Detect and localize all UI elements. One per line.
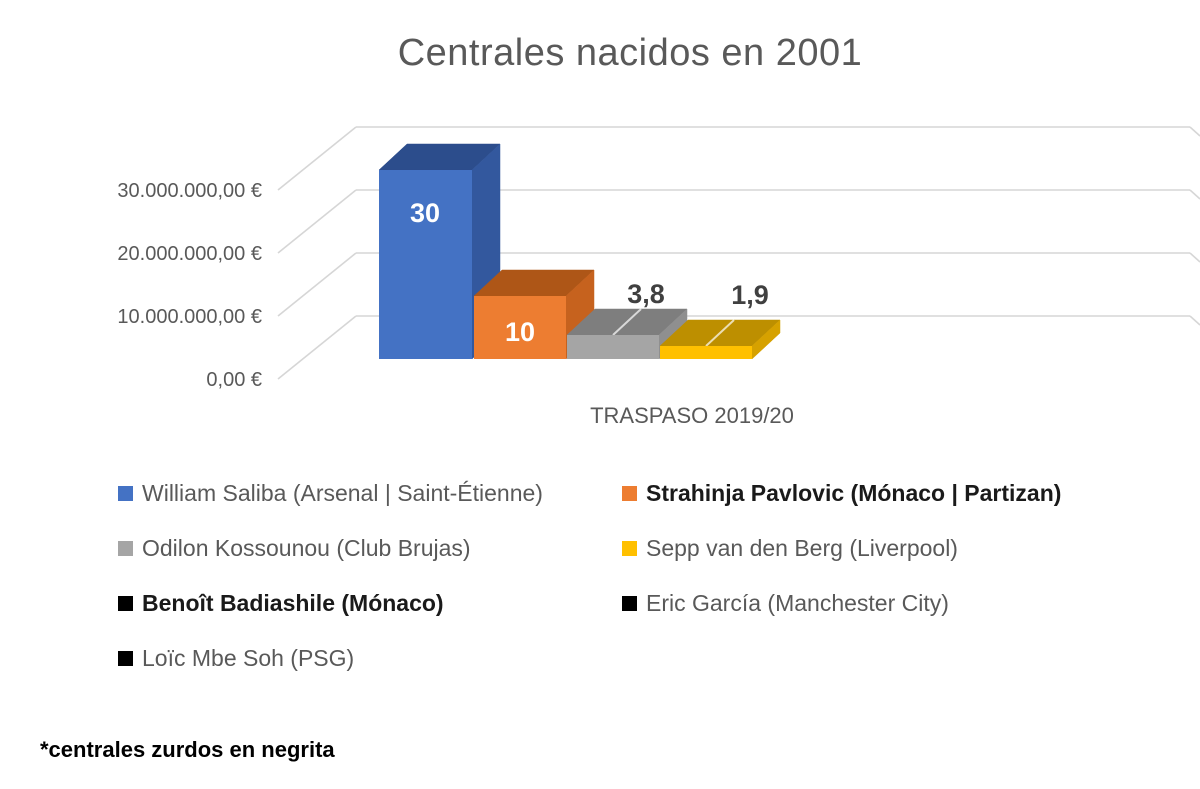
gridline-depth-30m xyxy=(277,126,357,191)
bar-saliba-front xyxy=(379,170,472,359)
bar-vandenberg-front xyxy=(660,346,752,359)
chart-title: Centrales nacidos en 2001 xyxy=(397,32,863,74)
y-tick-0: 0,00 € xyxy=(206,369,262,391)
bar-vandenberg: 1,9 xyxy=(659,280,781,360)
legend-label-vandenberg: Sepp van den Berg (Liverpool) xyxy=(646,535,958,561)
legend-swatch-kossounou-icon xyxy=(118,541,133,556)
legend-item-saliba: William Saliba (Arsenal | Saint-Étienne) xyxy=(118,478,622,509)
bar-pavlovic-value-label: 10 xyxy=(505,317,535,347)
legend-item-mbesoh: Loïc Mbe Soh (PSG) xyxy=(118,643,622,674)
bar-saliba-value-label: 30 xyxy=(410,198,440,228)
y-axis: 30.000.000,00 € 20.000.000,00 € 10.000.0… xyxy=(117,180,262,391)
legend-item-vandenberg: Sepp van den Berg (Liverpool) xyxy=(622,533,1148,564)
legend-label-garcia: Eric García (Manchester City) xyxy=(646,590,949,616)
legend-swatch-mbesoh-icon xyxy=(118,651,133,666)
y-tick-20m: 20.000.000,00 € xyxy=(117,243,262,265)
bar-kossounou: 3,8 xyxy=(566,279,688,360)
plot-area: 30.000.000,00 € 20.000.000,00 € 10.000.0… xyxy=(117,126,1200,428)
legend-item-garcia: Eric García (Manchester City) xyxy=(622,588,1148,619)
legend-swatch-saliba-icon xyxy=(118,486,133,501)
legend-label-saliba: William Saliba (Arsenal | Saint-Étienne) xyxy=(142,480,543,506)
y-tick-10m: 10.000.000,00 € xyxy=(117,306,262,328)
bar-kossounou-value-label: 3,8 xyxy=(627,279,665,309)
legend-swatch-vandenberg-icon xyxy=(622,541,637,556)
legend-swatch-pavlovic-icon xyxy=(622,486,637,501)
bar-vandenberg-value-label: 1,9 xyxy=(731,280,769,310)
legend-item-badiashile: Benoît Badiashile (Mónaco) xyxy=(118,588,622,619)
gridline-stub-20m xyxy=(1189,189,1200,200)
bar-kossounou-front xyxy=(567,335,659,359)
gridline-stub-30m xyxy=(1189,126,1200,137)
footnote: *centrales zurdos en negrita xyxy=(40,737,335,762)
gridline-stub-10m xyxy=(1189,252,1200,263)
legend-swatch-badiashile-icon xyxy=(118,596,133,611)
legend-item-kossounou: Odilon Kossounou (Club Brujas) xyxy=(118,533,622,564)
bar-pavlovic-front xyxy=(474,296,566,359)
bar-vandenberg-top-highlight xyxy=(705,319,735,347)
legend-label-badiashile: Benoît Badiashile (Mónaco) xyxy=(142,590,444,616)
gridline-depth-10m xyxy=(277,252,357,317)
bar-saliba: 30 xyxy=(378,143,501,360)
gridline-depth-20m xyxy=(277,189,357,254)
legend-label-kossounou: Odilon Kossounou (Club Brujas) xyxy=(142,535,471,561)
gridline-depth-0 xyxy=(277,315,357,380)
bar-kossounou-top-highlight xyxy=(612,308,642,336)
legend-label-pavlovic: Strahinja Pavlovic (Mónaco | Partizan) xyxy=(646,480,1062,506)
legend-item-pavlovic: Strahinja Pavlovic (Mónaco | Partizan) xyxy=(622,478,1148,509)
y-tick-30m: 30.000.000,00 € xyxy=(117,180,262,202)
gridline-stub-0 xyxy=(1189,315,1200,326)
legend-label-mbesoh: Loïc Mbe Soh (PSG) xyxy=(142,645,355,671)
x-axis-label: TRASPASO 2019/20 xyxy=(590,403,794,428)
legend: William Saliba (Arsenal | Saint-Étienne)… xyxy=(118,478,1148,674)
legend-swatch-garcia-icon xyxy=(622,596,637,611)
